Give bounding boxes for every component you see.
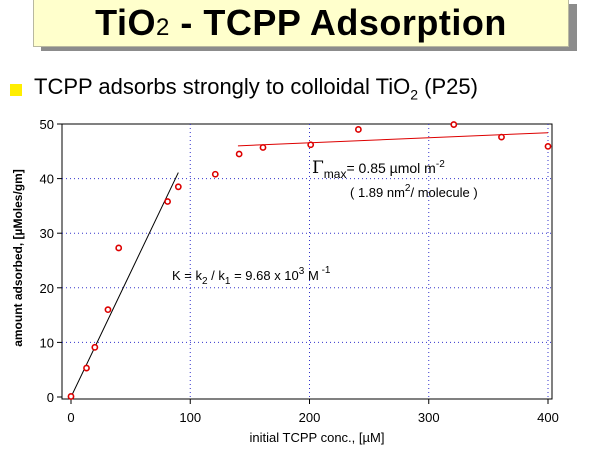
gamma-text: = 0.85 µmol m [346,160,435,176]
data-point [91,343,99,351]
y-tick-label: 20 [40,281,54,296]
gamma-symbol: Γ [312,158,324,178]
area-rest: / molecule ) [410,185,477,200]
y-tick-label: 30 [40,226,54,241]
data-point [164,198,171,205]
data-points [67,121,552,400]
title-box: TiO2 - TCPP Adsorption [33,0,569,47]
k-subscript-1: 1 [225,276,231,287]
bullet-rest: (P25) [418,74,478,99]
k-text3: = 9.68 x 10 [230,268,298,283]
x-tick-label: 200 [299,410,321,425]
k-text4: M [304,268,318,283]
tick-marks [57,123,549,404]
x-tick-label: 0 [67,410,74,425]
area-superscript: 2 [405,183,411,194]
gridlines [62,124,552,397]
title-rest: - TCPP Adsorption [169,1,507,43]
bullet-square-icon [10,84,22,96]
fit-lines [70,132,549,398]
bullet-main: TCPP adsorbs strongly to colloidal TiO [34,74,411,99]
k-annotation: K = k2 / k1 = 9.68 x 103 M -1 [172,265,331,287]
k-text2: / k [208,268,226,283]
linear-fit-line [70,172,179,398]
y-tick-label: 40 [40,172,54,187]
saturation-fit-line [237,132,549,147]
data-point [174,183,182,191]
slide-title: TiO2 - TCPP Adsorption [95,2,507,44]
y-tick-label: 0 [47,390,54,405]
gamma-superscript: -2 [436,159,445,170]
data-point [498,133,505,141]
data-point [544,142,552,150]
data-point [354,126,362,133]
k-superscript: 3 [299,266,305,277]
area-annotation: ( 1.89 nm2/ molecule ) [350,183,478,200]
y-tick-label: 10 [40,335,54,350]
title-main: TiO [95,1,156,43]
y-tick-label: 50 [40,117,54,132]
k-text1: K = k [172,268,202,283]
bullet-text: TCPP adsorbs strongly to colloidal TiO2 … [34,74,478,102]
x-tick-label: 400 [537,410,559,425]
gamma-annotation: Γmax= 0.85 µmol m-2 [312,158,445,181]
bullet-subscript: 2 [410,86,418,103]
data-point [307,141,315,149]
data-point [235,150,243,158]
data-point [450,121,458,128]
area-text: ( 1.89 nm [350,185,405,200]
title-subscript: 2 [155,13,170,41]
data-point [104,306,112,314]
data-point [259,144,267,151]
x-axis-label: initial TCPP conc., [µM] [250,430,385,445]
x-tick-label: 300 [418,410,440,425]
data-point [67,393,75,400]
x-tick-label: 100 [179,410,201,425]
data-point [211,170,219,178]
k-subscript-2: 2 [202,276,208,287]
data-point [115,244,123,252]
plot-frame [61,123,553,400]
k-superscript-2: -1 [319,265,331,276]
gamma-subscript: max [324,167,347,181]
data-point [83,364,90,372]
y-axis-label: amount adsorbed, [µMoles/gm] [11,169,25,347]
